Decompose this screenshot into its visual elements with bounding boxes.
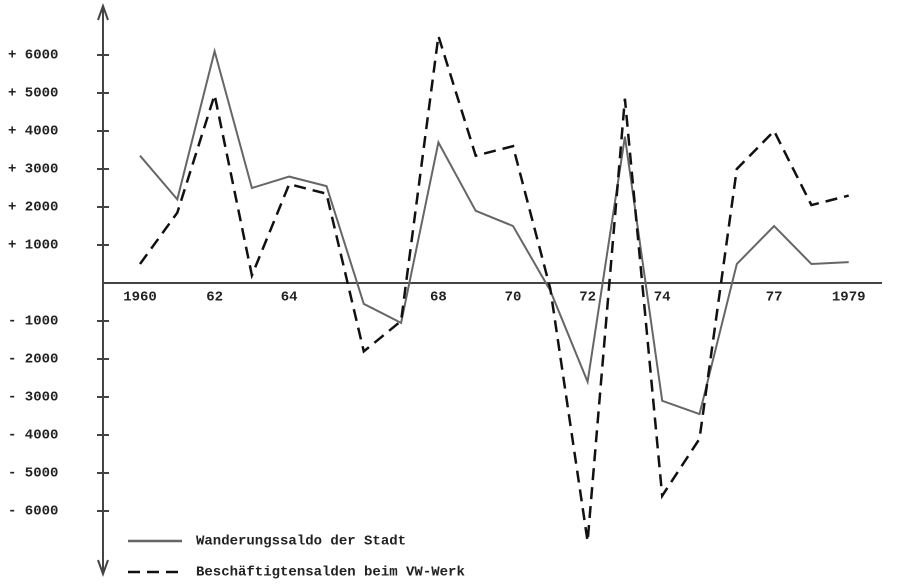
y-axis-arrow xyxy=(97,559,109,577)
y-tick-label: + 2000 xyxy=(8,200,58,216)
x-tick-label: 62 xyxy=(206,290,223,306)
series-line xyxy=(139,47,849,416)
x-tick-label: 64 xyxy=(281,290,298,306)
x-tick-label: 68 xyxy=(430,290,447,306)
legend-label: Beschäftigtensalden beim VW-Werk xyxy=(196,565,465,581)
y-axis-arrow xyxy=(97,3,109,21)
y-tick-label: + 5000 xyxy=(8,86,58,102)
x-tick-label: 72 xyxy=(579,290,596,306)
y-tick-label: - 4000 xyxy=(8,428,58,444)
x-tick-label: 77 xyxy=(766,290,783,306)
y-tick-label: - 2000 xyxy=(8,352,58,368)
x-tick-label: 70 xyxy=(505,290,522,306)
legend-label: Wanderungssaldo der Stadt xyxy=(196,534,406,550)
y-tick-label: + 6000 xyxy=(8,48,58,64)
series-line xyxy=(138,35,850,542)
y-tick-label: - 3000 xyxy=(8,390,58,406)
x-tick-label: 1979 xyxy=(832,290,866,306)
y-tick-label: + 1000 xyxy=(8,238,58,254)
y-tick-label: + 3000 xyxy=(8,162,58,178)
y-tick-label: - 5000 xyxy=(8,466,58,482)
x-tick-label: 1960 xyxy=(123,290,157,306)
y-tick-label: - 6000 xyxy=(8,504,58,520)
y-tick-label: - 1000 xyxy=(8,314,58,330)
x-tick-label: 74 xyxy=(654,290,671,306)
y-tick-label: + 4000 xyxy=(8,124,58,140)
